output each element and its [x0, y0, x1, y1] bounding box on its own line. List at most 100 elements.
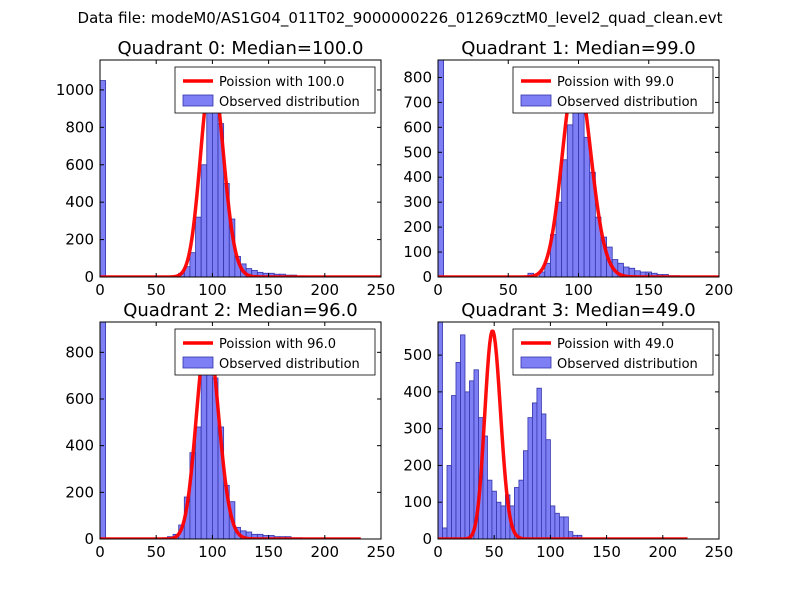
panel-title: Quadrant 1: Median=99.0 [461, 38, 696, 59]
x-tick-label: 250 [367, 281, 396, 299]
histogram-bar [572, 84, 579, 277]
legend-bar-swatch [182, 94, 214, 107]
histogram-bar [491, 490, 497, 539]
histogram-bar [438, 60, 445, 277]
panel-3: 0 50 100 150 200 250 0 100 200 300 400 500 Quadrant … [403, 300, 733, 561]
y-tick-label: 600 [65, 390, 94, 408]
y-tick-label: 600 [403, 118, 432, 136]
poisson-curve [100, 69, 381, 277]
x-tick-label: 250 [367, 543, 396, 561]
y-tick-label: 0 [84, 268, 94, 286]
x-tick-label: 200 [310, 543, 339, 561]
histogram-bar [566, 124, 574, 277]
panel-1: 0 50 100 150 200 0 100 200 300 400 500 600 700 800 Qua… [403, 38, 733, 299]
legend-bar-swatch [520, 356, 552, 369]
y-tick-label: 0 [84, 530, 94, 548]
x-tick-label: 150 [254, 281, 283, 299]
x-tick-label: 100 [564, 281, 593, 299]
x-tick-label: 250 [705, 543, 734, 561]
x-tick-label: 0 [433, 281, 443, 299]
legend-line-label: Poission with 99.0 [557, 75, 674, 90]
x-tick-label: 150 [634, 281, 663, 299]
histogram-bar [100, 80, 107, 277]
histogram-bar [460, 334, 466, 539]
x-tick-label: 200 [648, 543, 677, 561]
histogram-bar [189, 252, 196, 277]
axes-frame [99, 321, 382, 540]
y-tick-label: 200 [65, 483, 94, 501]
histogram-bar [541, 413, 547, 539]
histogram-bar [496, 501, 502, 539]
x-tick-label: 100 [198, 543, 227, 561]
histogram-bar [550, 505, 556, 539]
legend-bar-label: Observed distribution [557, 95, 698, 110]
y-tick-label: 800 [65, 118, 94, 136]
panel-title: Quadrant 0: Median=100.0 [118, 38, 364, 59]
axes-frame [99, 59, 382, 278]
axes-frame [437, 321, 720, 540]
y-tick-label: 800 [403, 68, 432, 86]
histogram-bar [469, 380, 475, 539]
legend-box [174, 328, 376, 376]
histogram-bar [464, 391, 470, 539]
x-tick-label: 0 [95, 543, 105, 561]
legend: Poission with 96.0 Observed distribution [174, 328, 376, 376]
histogram-bar [518, 479, 524, 539]
legend: Poission with 99.0 Observed distribution [512, 66, 714, 114]
histogram-bar [561, 159, 568, 277]
legend: Poission with 49.0 Observed distribution [512, 328, 714, 376]
legend-bar-swatch [520, 94, 552, 107]
histogram-bar [536, 387, 542, 539]
x-tick-label: 0 [433, 543, 443, 561]
histogram-bar [206, 108, 213, 277]
histogram-bar [523, 450, 529, 539]
y-tick-label: 500 [403, 346, 432, 364]
x-tick-label: 200 [705, 281, 734, 299]
x-tick-label: 100 [536, 543, 565, 561]
figure-suptitle: Data file: modeM0/AS1G04_011T02_90000002… [78, 9, 723, 28]
histogram-bar [200, 164, 208, 277]
histogram-bar [563, 516, 569, 539]
x-tick-label: 100 [198, 281, 227, 299]
panel-0: 0 50 100 150 200 250 0 200 400 600 800 1000 Quadrant… [56, 38, 396, 299]
legend-bar-label: Observed distribution [219, 357, 360, 372]
histogram-bar [500, 505, 506, 539]
histogram-bar [211, 85, 219, 277]
histogram-bar [558, 516, 565, 539]
histogram-bar [195, 216, 202, 277]
legend-line-label: Poission with 96.0 [219, 337, 336, 352]
y-tick-label: 300 [403, 420, 432, 438]
histogram-bar [487, 479, 493, 539]
x-tick-label: 50 [485, 543, 504, 561]
histogram-bar [438, 322, 443, 539]
y-tick-label: 400 [65, 193, 94, 211]
x-tick-label: 50 [147, 281, 166, 299]
histogram-bar [578, 94, 585, 277]
histogram-bar [554, 512, 560, 539]
histogram-bars [100, 80, 309, 277]
y-tick-label: 800 [65, 343, 94, 361]
legend-bar-label: Observed distribution [557, 357, 698, 372]
x-tick-label: 50 [499, 281, 518, 299]
x-tick-label: 150 [254, 543, 283, 561]
panel-2: 0 50 100 150 200 250 0 200 400 600 800 Quadrant 2: … [65, 300, 395, 561]
y-tick-label: 200 [65, 231, 94, 249]
y-tick-label: 700 [403, 93, 432, 111]
histogram-bar [446, 465, 452, 539]
panel-title: Quadrant 3: Median=49.0 [461, 300, 696, 321]
y-tick-label: 1000 [56, 81, 94, 99]
y-tick-label: 100 [403, 493, 432, 511]
y-tick-label: 300 [403, 193, 432, 211]
y-tick-label: 0 [422, 268, 432, 286]
histogram-bar [195, 426, 202, 539]
legend-bar-label: Observed distribution [219, 95, 360, 110]
y-tick-label: 200 [403, 218, 432, 236]
x-tick-label: 150 [592, 543, 621, 561]
legend-line-label: Poission with 49.0 [557, 337, 674, 352]
y-tick-label: 400 [403, 383, 432, 401]
y-tick-label: 600 [65, 156, 94, 174]
y-tick-label: 400 [65, 437, 94, 455]
y-tick-label: 0 [422, 530, 432, 548]
histogram-bar [100, 322, 107, 539]
